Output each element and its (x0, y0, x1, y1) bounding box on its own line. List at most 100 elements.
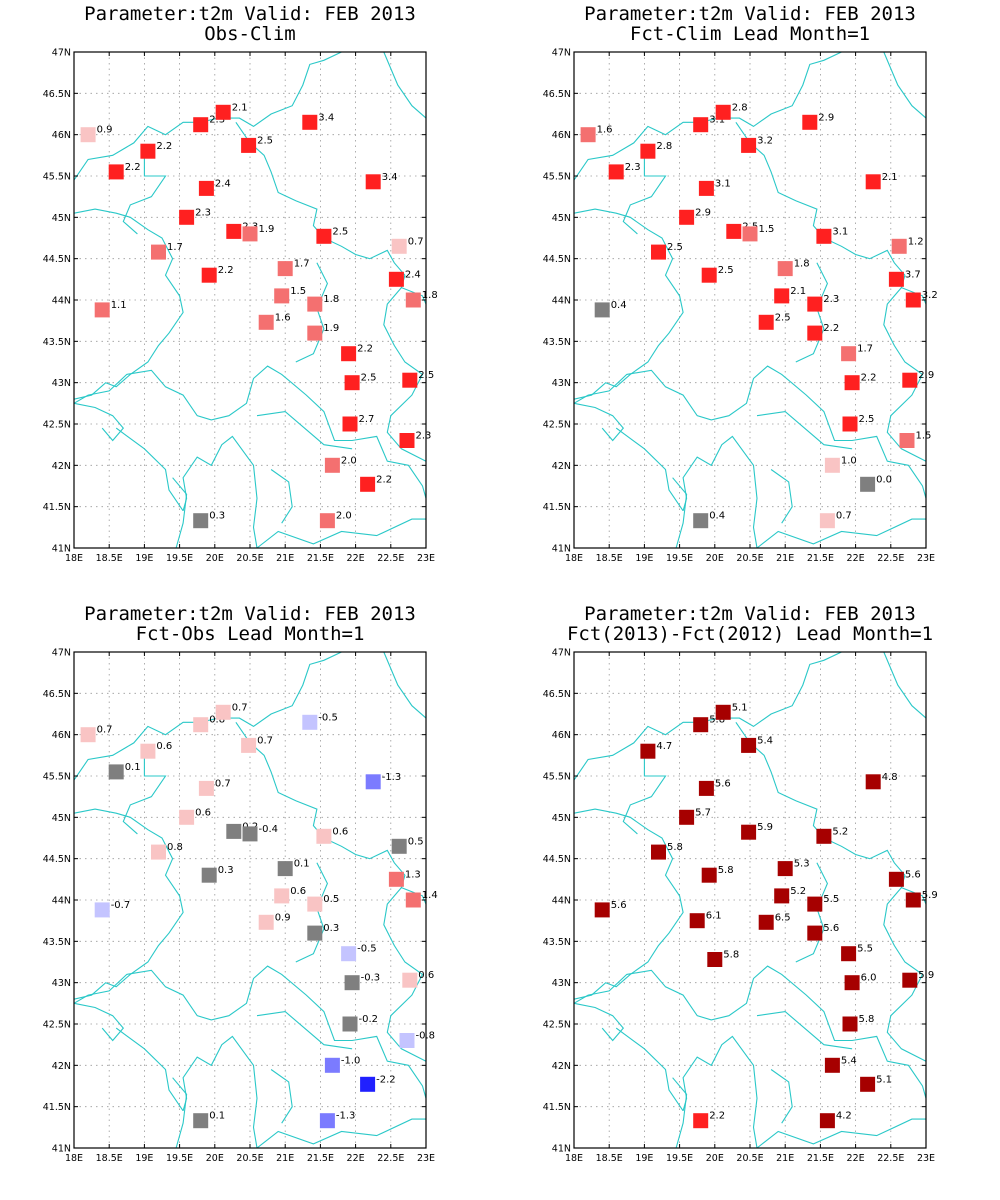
station-marker (399, 433, 415, 448)
station-marker (201, 267, 217, 283)
station-marker (888, 271, 904, 287)
station-markers: 4.75.85.15.45.64.85.75.9 5.25.85.85.35.65… (594, 702, 938, 1129)
station-marker (399, 1033, 415, 1048)
station-marker (807, 925, 823, 941)
lon-tick-label: 23E (917, 553, 935, 564)
boundary-line (735, 121, 927, 305)
lat-tick-label: 43N (52, 978, 71, 989)
station-marker (193, 1113, 209, 1129)
lat-tick-label: 45.5N (43, 172, 71, 183)
station-value-label: 1.6 (597, 125, 613, 136)
station-value-label: -0.5 (357, 944, 377, 955)
boundary-line (172, 477, 188, 549)
station-value-label: 1.7 (857, 344, 873, 355)
station-marker (198, 180, 214, 196)
station-value-label: 2.0 (336, 511, 352, 522)
station-marker (807, 296, 823, 312)
boundary-line (172, 1077, 188, 1149)
boundary-line (122, 151, 167, 235)
station-marker (341, 946, 357, 962)
station-marker (388, 871, 404, 887)
lon-tick-label: 20E (206, 553, 224, 564)
station-marker (242, 226, 258, 242)
station-marker (360, 1076, 376, 1092)
station-value-label: 2.1 (882, 172, 898, 183)
station-value-label: 1.9 (323, 323, 339, 334)
station-marker (841, 346, 857, 362)
station-value-label: 2.2 (125, 162, 141, 173)
station-marker (701, 267, 717, 283)
station-value-label: 0.6 (156, 741, 172, 752)
station-marker (388, 271, 404, 287)
station-marker (307, 896, 323, 912)
lat-tick-label: 47N (552, 48, 571, 59)
station-marker (324, 1057, 340, 1073)
boundary-line (256, 518, 426, 549)
boundary-line (672, 1077, 688, 1149)
boundary-line (622, 751, 667, 835)
station-marker (679, 809, 695, 825)
station-marker (594, 902, 610, 918)
station-value-label: -1.3 (336, 1111, 356, 1122)
panel-fct-clim: Parameter:t2m Valid: FEB 2013 Fct-Clim L… (500, 0, 980, 580)
station-marker (774, 888, 790, 904)
station-marker (777, 261, 793, 277)
station-value-label: 5.3 (794, 859, 810, 870)
boundary-line (756, 411, 853, 450)
lat-tick-label: 45N (552, 213, 571, 224)
station-value-label: 1.3 (405, 869, 421, 880)
lon-tick-label: 19.5E (166, 1153, 193, 1164)
lon-tick-label: 20.5E (236, 553, 263, 564)
country-boundaries (73, 651, 427, 1149)
station-marker (242, 826, 258, 842)
station-value-label: -0.4 (259, 824, 279, 835)
boundary-line (73, 808, 184, 1000)
station-marker (226, 223, 242, 239)
station-value-label: 0.8 (167, 842, 183, 853)
lon-tick-label: 20.5E (236, 1153, 263, 1164)
station-value-label: 2.9 (695, 207, 711, 218)
station-value-label: 3.1 (715, 178, 731, 189)
station-markers: 1.6 2.3 2.8 3.1 2.8 3.2 2.9 3.1 2.1 2.9 2.5 1.5 3.1 1… (580, 102, 938, 529)
lat-tick-label: 44N (552, 296, 571, 307)
station-value-label: 0.7 (215, 778, 231, 789)
boundary-line (883, 287, 927, 462)
station-marker (902, 372, 918, 388)
station-marker (342, 1016, 358, 1032)
station-marker (316, 828, 332, 844)
station-value-label: 0.9 (275, 912, 291, 923)
station-value-label: -0.2 (359, 1014, 379, 1025)
station-value-label: 0.9 (97, 125, 113, 136)
station-marker (899, 433, 915, 448)
station-value-label: 5.6 (611, 900, 627, 911)
station-marker (701, 867, 717, 883)
station-value-label: 0.6 (332, 826, 348, 837)
lat-tick-label: 42.5N (543, 1020, 571, 1031)
station-marker (774, 288, 790, 304)
station-value-label: 3.7 (905, 269, 921, 280)
station-marker (241, 737, 257, 753)
boundary-line (883, 651, 927, 719)
lon-tick-label: 23E (417, 553, 435, 564)
station-value-label: 2.3 (209, 115, 225, 126)
boundary-line (115, 427, 184, 512)
station-value-label: 2.5 (859, 414, 875, 425)
station-marker (679, 209, 695, 225)
boundary-line (756, 1118, 926, 1149)
station-marker (324, 457, 340, 473)
station-marker (365, 774, 381, 790)
lon-tick-label: 20E (206, 1153, 224, 1164)
station-marker (807, 896, 823, 912)
station-value-label: 2.3 (823, 294, 839, 305)
station-marker (316, 228, 332, 244)
gridlines (73, 51, 427, 549)
boundary-line (756, 518, 926, 549)
station-value-label: 1.8 (323, 294, 339, 305)
boundary-line (795, 862, 829, 963)
lon-tick-label: 19E (135, 1153, 153, 1164)
station-marker (693, 717, 709, 733)
boundary-line (383, 51, 427, 119)
station-value-label: 2.2 (709, 1111, 725, 1122)
station-marker (693, 513, 709, 529)
station-value-label: 3.4 (318, 112, 334, 123)
